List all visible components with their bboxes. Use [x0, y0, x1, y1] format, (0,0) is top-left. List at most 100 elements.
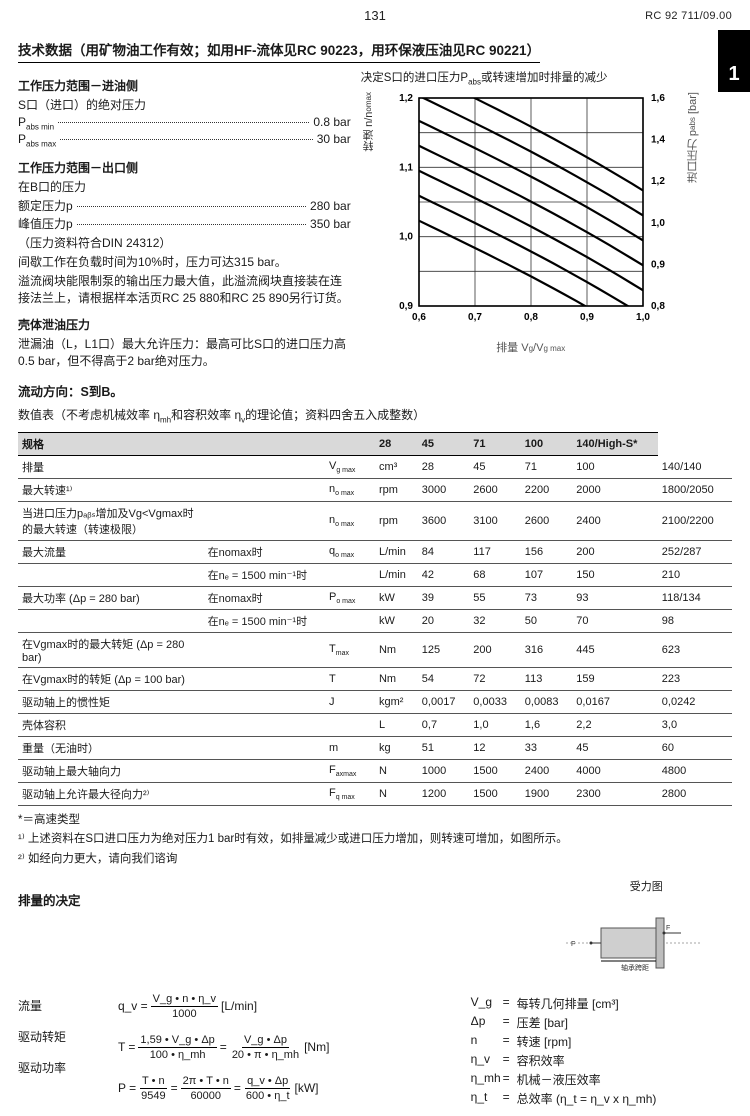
table-row-unit-11: kg [375, 737, 418, 760]
flow-direction-text: 流动方向：S到B。 [18, 381, 732, 400]
table-row-4-value-0: 42 [418, 564, 470, 587]
table-row-label-8: 在Vgmax时的转矩 (Δp = 100 bar) [18, 668, 204, 691]
table-row-4-value-1: 68 [469, 564, 521, 587]
table-row-7: 在Vgmax时的最大转矩 (Δp = 280 bar) Tmax Nm 125 200 3… [18, 633, 732, 668]
formula-expressions: q_v = V_g • n • η_v 1000 [L/min] T = 1,5… [118, 993, 461, 1116]
legend-line-3: η_v = 容积效率 [471, 1052, 732, 1069]
table-row-8-value-2: 113 [521, 668, 573, 691]
document-page: 131 RC 92 711/09.00 1 技术数据（用矿物油工作有效；如用HF… [0, 0, 750, 852]
table-row-10: 壳体容积 L 0,7 1,0 1,6 2,2 3,0 [18, 714, 732, 737]
table-row-0-value-3: 100 [572, 456, 657, 479]
table-header-col4: 100 [521, 433, 573, 456]
outlet-pressure-heading: 工作压力范围－出口侧 [18, 159, 351, 176]
svg-text:0,8: 0,8 [524, 312, 538, 323]
table-row-9-value-1: 0,0033 [469, 691, 521, 714]
table-row-11-value-2: 33 [521, 737, 573, 760]
table-header-col1: 28 [375, 433, 418, 456]
doc-code: RC 92 711/09.00 [645, 10, 732, 22]
table-row-symbol-4 [325, 564, 375, 587]
table-row-sublabel-13 [204, 783, 325, 806]
table-row-4: 在nₑ = 1500 min⁻¹时 L/min 42 68 107 150 210 [18, 564, 732, 587]
displacement-section-title: 排量的决定 [18, 890, 561, 909]
table-row-symbol-1: no max [325, 479, 375, 502]
table-row-2-value-0: 3600 [418, 502, 470, 541]
table-row-13-value-3: 2300 [572, 783, 657, 806]
table-row-sublabel-8 [204, 668, 325, 691]
svg-text:1,1: 1,1 [399, 163, 413, 174]
table-row-10-value-4: 3,0 [658, 714, 732, 737]
chart-y-left-label: 转速 n/nomax [361, 92, 377, 152]
table-row-label-10: 壳体容积 [18, 714, 204, 737]
inlet-pressure-subheading: S口（进口）的绝对压力 [18, 96, 351, 113]
table-row-sublabel-9 [204, 691, 325, 714]
table-row-5-value-1: 55 [469, 587, 521, 610]
table-row-symbol-11: m [325, 737, 375, 760]
table-header-label: 规格 [18, 433, 204, 456]
table-row-8-value-0: 54 [418, 668, 470, 691]
table-row-unit-9: kgm² [375, 691, 418, 714]
table-row-1-value-1: 2600 [469, 479, 521, 502]
top-two-column-section: 工作压力范围－进油侧 S口（进口）的绝对压力 Pabs min 0.8 bar … [18, 67, 732, 371]
table-row-symbol-6 [325, 610, 375, 633]
table-row-1: 最大转速¹⁾ no max rpm 3000 2600 2200 2000 1800/2050 [18, 479, 732, 502]
table-row-unit-12: N [375, 760, 418, 783]
table-header-col2: 45 [418, 433, 470, 456]
table-row-13-value-0: 1200 [418, 783, 470, 806]
table-row-sublabel-0 [204, 456, 325, 479]
legend-line-4: η_mh = 机械－液压效率 [471, 1071, 732, 1088]
table-row-9-value-3: 0,0167 [572, 691, 657, 714]
table-row-symbol-7: Tmax [325, 633, 375, 668]
table-row-label-12: 驱动轴上最大轴向力 [18, 760, 204, 783]
table-row-3-value-4: 252/287 [658, 541, 732, 564]
table-row-9-value-0: 0,0017 [418, 691, 470, 714]
bottom-section: 排量的决定 受力图 F F 轴承跨距 [18, 878, 732, 993]
table-row-sublabel-10 [204, 714, 325, 737]
formula-labels: 流量 驱动转矩 驱动功率 [18, 993, 118, 1116]
table-row-10-value-3: 2,2 [572, 714, 657, 737]
formula-legend: V_g = 每转几何排量 [cm³] Δp = 压差 [bar] n = 转速 [rpm] η_v… [461, 993, 732, 1116]
table-row-0-value-0: 28 [418, 456, 470, 479]
table-row-11: 重量（无油时） m kg 51 12 33 45 60 [18, 737, 732, 760]
table-row-10-value-2: 1,6 [521, 714, 573, 737]
table-row-symbol-9: J [325, 691, 375, 714]
table-row-sublabel-12 [204, 760, 325, 783]
chart-column: 决定S口的进口压力Pabs或转速增加时排量的减少 转速 n/nomax 0,6 0… [361, 67, 732, 371]
table-row-unit-6: kW [375, 610, 418, 633]
table-row-symbol-12: Faxmax [325, 760, 375, 783]
table-row-unit-13: N [375, 783, 418, 806]
table-row-9-value-2: 0,0083 [521, 691, 573, 714]
table-row-symbol-5: Po max [325, 587, 375, 610]
flow-formula: q_v = V_g • n • η_v 1000 [L/min] [118, 993, 461, 1020]
chart-core: 0,6 0,7 0,8 0,9 1,0 0,9 1,0 1,1 1,2 0,8 0,9 1,0 1,2 1… [381, 92, 681, 355]
table-row-sublabel-2 [204, 502, 325, 541]
outlet-note3: 溢流阀块能限制泵的输出压力最大值，此溢流阀块直接装在连接法兰上，请根据样本活页R… [18, 272, 351, 306]
table-row-1-value-0: 3000 [418, 479, 470, 502]
svg-text:0,8: 0,8 [651, 301, 665, 312]
table-intro: 数值表（不考虑机械效率 ηmh和容积效率 ηv的理论值；资料四舍五入成整数） [18, 406, 732, 424]
chart-title: 决定S口的进口压力Pabs或转速增加时排量的减少 [361, 69, 732, 86]
table-row-1-value-4: 1800/2050 [658, 479, 732, 502]
table-row-0-value-1: 45 [469, 456, 521, 479]
table-row-7-value-1: 200 [469, 633, 521, 668]
table-row-13-value-4: 2800 [658, 783, 732, 806]
table-row-symbol-2: no max [325, 502, 375, 541]
table-row-4-value-3: 150 [572, 564, 657, 587]
page-number: 131 [18, 8, 732, 23]
svg-text:1,2: 1,2 [399, 93, 413, 104]
table-row-sublabel-7 [204, 633, 325, 668]
case-drain-heading: 壳体泄油压力 [18, 316, 351, 333]
table-row-12-value-3: 4000 [572, 760, 657, 783]
table-row-unit-3: L/min [375, 541, 418, 564]
table-row-5-value-4: 118/134 [658, 587, 732, 610]
table-row-3-value-1: 117 [469, 541, 521, 564]
inlet-pabs-max-row: Pabs max 30 bar [18, 132, 351, 148]
svg-text:1,0: 1,0 [399, 232, 413, 243]
chart-x-label: 排量 Vg/Vg max [381, 339, 681, 355]
table-row-label-11: 重量（无油时） [18, 737, 204, 760]
left-column: 工作压力范围－进油侧 S口（进口）的绝对压力 Pabs min 0.8 bar … [18, 67, 361, 371]
outlet-note1: （压力资料符合DIN 24312） [18, 234, 351, 251]
footnote-0: *＝高速类型 [18, 812, 732, 829]
svg-text:0,9: 0,9 [399, 301, 413, 312]
table-row-9-value-4: 0,0242 [658, 691, 732, 714]
force-diagram-column: 受力图 F F 轴承跨距 [561, 878, 732, 993]
